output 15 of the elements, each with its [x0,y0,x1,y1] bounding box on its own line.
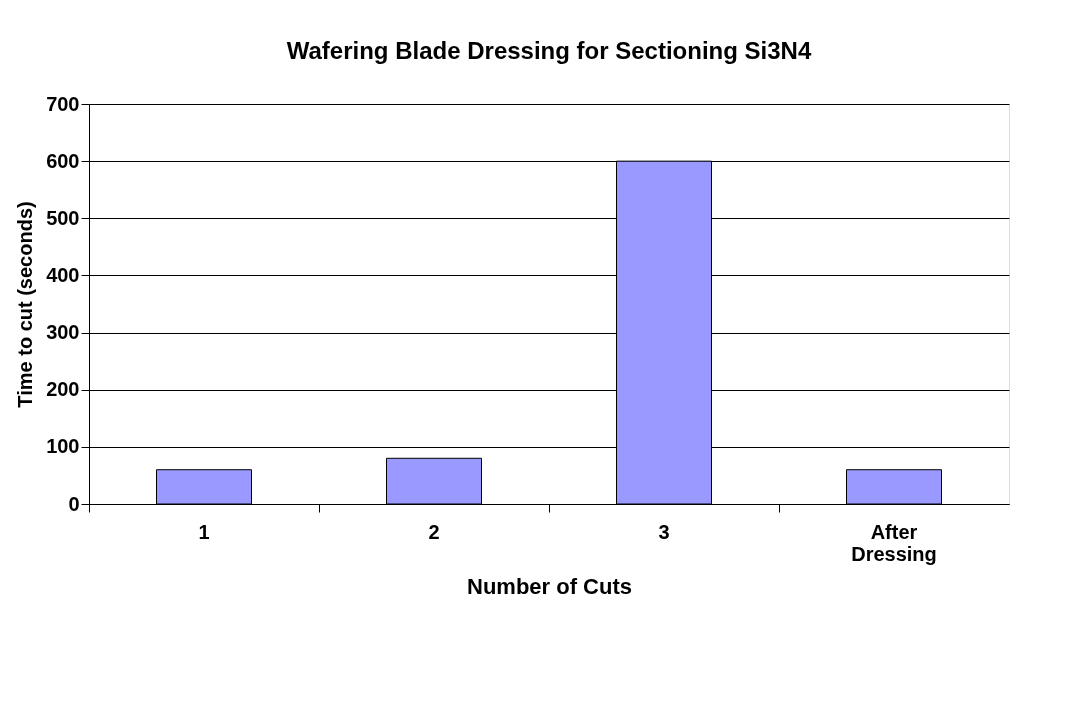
y-tick-label: 200 [46,378,80,401]
chart-title: Wafering Blade Dressing for Sectioning Si3N4 [286,37,812,64]
x-axis-title: Number of Cuts [467,573,632,599]
y-tick-label: 400 [46,263,80,286]
y-tick-label: 300 [46,321,80,344]
x-tick-label: After Dressing [851,520,937,565]
y-tick-label: 100 [46,435,80,458]
x-tick-label: 2 [428,520,440,543]
y-tick-label: 500 [46,206,80,229]
y-tick-label: 600 [46,149,80,172]
y-axis-title: Time to cut (seconds) [14,201,37,408]
y-tick-label: 700 [46,92,80,115]
x-tick-label: 1 [198,520,210,543]
y-tick-label: 0 [68,492,80,515]
x-tick-label: 3 [658,520,670,543]
